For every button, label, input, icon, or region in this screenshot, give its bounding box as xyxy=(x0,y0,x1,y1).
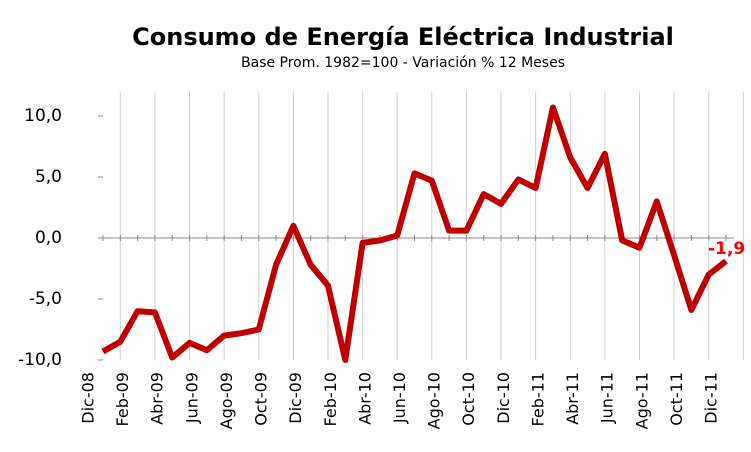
x-tick-label: Abr-09 xyxy=(148,372,167,425)
x-tick-label: Dic-11 xyxy=(702,372,721,424)
x-tick-label: Oct-09 xyxy=(252,372,271,426)
x-tick-label: Feb-11 xyxy=(528,372,547,426)
x-tick-label: Dic-10 xyxy=(494,372,513,424)
x-tick-label: Ago-09 xyxy=(217,372,236,429)
y-tick-label: -10,0 xyxy=(18,350,62,370)
chart-title: Consumo de Energía Eléctrica Industrial xyxy=(132,23,674,51)
y-tick-label: 10,0 xyxy=(24,106,62,126)
x-tick-label: Oct-11 xyxy=(667,372,686,426)
x-tick-label: Dic-09 xyxy=(286,372,305,424)
x-tick-label: Ago-11 xyxy=(632,372,651,429)
y-tick-label: -5,0 xyxy=(29,289,62,309)
y-tick-label: 5,0 xyxy=(35,167,62,187)
x-tick-label: Jun-10 xyxy=(390,372,409,424)
x-tick-label: Feb-10 xyxy=(321,372,340,426)
x-tick-label: Ago-10 xyxy=(425,372,444,429)
y-tick-label: 0,0 xyxy=(35,228,62,248)
x-tick-label: Dic-08 xyxy=(79,372,98,424)
x-tick-label: Oct-10 xyxy=(459,372,478,426)
x-tick-label: Abr-11 xyxy=(563,372,582,425)
x-tick-label: Jun-11 xyxy=(598,372,617,424)
data-label: -1,9 xyxy=(708,239,745,259)
x-tick-label: Abr-10 xyxy=(355,372,374,425)
line xyxy=(101,104,728,363)
x-tick-label: Feb-09 xyxy=(113,372,132,426)
chart-subtitle: Base Prom. 1982=100 - Variación % 12 Mes… xyxy=(241,55,565,71)
x-tick-label: Jun-09 xyxy=(182,372,201,424)
